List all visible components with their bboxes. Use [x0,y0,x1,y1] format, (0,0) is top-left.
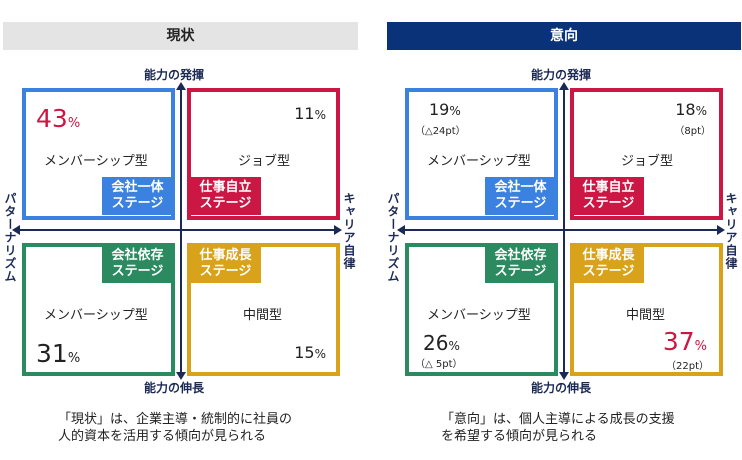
type-label: ジョブ型 [238,154,291,169]
quadrant-top-right: 11% ジョブ型 [187,88,340,220]
horizontal-axis-line [18,229,336,231]
axis-label-top: 能力の発揮 [144,68,205,82]
change-value: （△ 5pt） [415,359,463,370]
horizontal-axis-line [403,229,719,231]
arrow-down-icon [559,372,569,380]
stage-tag: 仕事成長 ステージ [573,245,644,283]
type-label: ジョブ型 [621,154,674,169]
stage-tag: 仕事成長 ステージ [190,245,261,283]
stage-tag: 仕事自立 ステージ [573,177,644,215]
quadrant-top-left: 43% メンバーシップ型 [22,88,175,220]
type-label: メンバーシップ型 [427,308,531,323]
vertical-axis-line [563,88,565,374]
caption-line: 「意向」は、個人主導による成長の支援 [441,412,675,427]
caption-line: 人的資本を活用する傾向が見られる [58,429,267,444]
type-label: メンバーシップ型 [44,308,148,323]
share-value: 19% [429,100,461,119]
arrow-left-icon [12,225,20,235]
stage-tag: 会社依存 ステージ [485,245,556,283]
axis-label-left: パターナリズム [386,192,400,283]
arrow-right-icon [717,225,725,235]
stage-tag: 仕事自立 ステージ [190,177,261,215]
arrow-up-icon [176,82,186,90]
axis-label-right: キャリア自律 [342,192,356,270]
axis-label-bottom: 能力の伸長 [144,381,205,395]
current-state-panel: 現状 能力の発揮 能力の伸長 パターナリズム キャリア自律 43% メンバーシッ… [0,0,360,460]
axis-label-right: キャリア自律 [724,192,738,270]
caption: 「現状」は、企業主導・統制的に社員の 人的資本を活用する傾向が見られる [58,411,292,445]
share-value: 15% [294,343,326,362]
panel-header: 現状 [3,22,358,50]
type-label: 中間型 [243,308,283,323]
axis-label-top: 能力の発揮 [531,68,592,82]
share-value: 11% [294,104,326,123]
share-value: 37% [662,327,707,356]
arrow-right-icon [334,225,342,235]
change-value: （8pt） [674,126,711,137]
arrow-down-icon [176,372,186,380]
type-label: 中間型 [626,308,666,323]
share-value: 43% [36,104,81,133]
arrow-up-icon [559,82,569,90]
caption-line: を希望する傾向が見られる [441,429,598,444]
stage-tag: 会社依存 ステージ [102,245,173,283]
stage-tag: 会社一体 ステージ [485,177,556,215]
type-label: メンバーシップ型 [427,154,531,169]
share-value: 31% [36,339,81,368]
vertical-axis-line [180,88,182,374]
intention-panel: 意向 能力の発揮 能力の伸長 パターナリズム キャリア自律 19% （△24pt… [385,0,742,460]
change-value: （22pt） [666,361,709,372]
panel-header: 意向 [387,22,741,50]
axis-label-left: パターナリズム [3,192,17,283]
axis-label-bottom: 能力の伸長 [531,381,592,395]
arrow-left-icon [397,225,405,235]
share-value: 26% [423,331,460,355]
type-label: メンバーシップ型 [44,154,148,169]
quadrant-bottom-left: メンバーシップ型 31% [22,243,175,376]
stage-tag: 会社一体 ステージ [102,177,173,215]
caption-line: 「現状」は、企業主導・統制的に社員の [58,412,293,427]
change-value: （△24pt） [415,126,466,137]
caption: 「意向」は、個人主導による成長の支援 を希望する傾向が見られる [441,411,675,445]
share-value: 18% [675,100,707,119]
